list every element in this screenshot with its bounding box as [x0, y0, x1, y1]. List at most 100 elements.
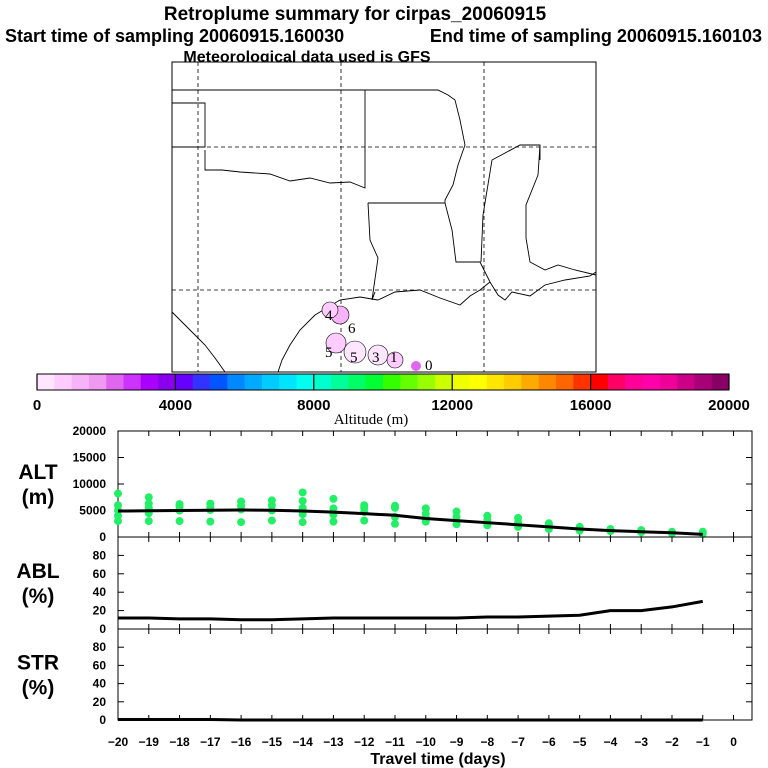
colorbar-segment — [54, 374, 73, 390]
altitude-point — [421, 504, 430, 513]
colorbar-segment — [573, 374, 592, 390]
colorbar-segment — [590, 374, 609, 390]
colorbar-segment — [694, 374, 713, 390]
figure-title: Retroplume summary for cirpas_20060915 — [164, 4, 547, 25]
colorbar-segment — [625, 374, 643, 390]
colorbar-segment — [261, 374, 280, 390]
y-tick-label: 40 — [93, 677, 107, 691]
colorbar-tick-label: 0 — [33, 397, 41, 414]
altitude-point — [298, 488, 307, 497]
x-tick-label: −20 — [108, 735, 129, 749]
plume-label: 5 — [350, 350, 358, 366]
colorbar-segment — [521, 374, 540, 390]
altitude-point — [452, 520, 461, 529]
altitude-point — [298, 496, 307, 505]
timeseries-panels: 20000150001000050000ALT(m)806040200ABL(%… — [16, 424, 753, 768]
colorbar-segment — [244, 374, 263, 390]
x-tick-label: −16 — [231, 735, 252, 749]
x-tick-label: −5 — [573, 735, 587, 749]
plume-markers: 4 6 5 5 3 1 0 — [321, 301, 433, 374]
plume-label: 4 — [325, 308, 333, 324]
y-tick-label: 20000 — [73, 424, 107, 438]
panel-frame — [117, 536, 753, 630]
x-tick-label: −3 — [634, 735, 648, 749]
altitude-point — [390, 501, 399, 510]
mean-altitude-line — [117, 508, 703, 536]
colorbar-segment — [659, 374, 678, 390]
x-axis-label: Travel time (days) — [370, 751, 505, 768]
colorbar-segment — [538, 374, 557, 390]
altitude-point — [360, 501, 369, 510]
y-tick-label: 20 — [93, 604, 107, 618]
x-tick-label: −10 — [416, 735, 437, 749]
y-axis-label: ALT — [18, 461, 57, 484]
colorbar-segment — [607, 374, 626, 390]
colorbar-segment — [417, 374, 436, 390]
altitude-point — [514, 513, 523, 522]
colorbar-segment — [279, 374, 297, 390]
colorbar-segment — [210, 374, 228, 390]
y-tick-label: 80 — [93, 548, 107, 562]
plume-label: 1 — [390, 350, 398, 366]
colorbar-segment — [642, 374, 661, 390]
y-tick-label: 80 — [93, 640, 107, 654]
colorbar-segment — [123, 374, 142, 390]
y-tick-label: 0 — [99, 530, 106, 544]
colorbar-segment — [71, 374, 90, 390]
y-tick-label: 0 — [99, 622, 106, 636]
altitude-point — [144, 493, 153, 502]
colorbar-segment — [677, 374, 695, 390]
colorbar-tick-label: 12000 — [431, 397, 473, 414]
colorbar-segment — [469, 374, 488, 390]
altitude-point — [114, 501, 122, 510]
y-axis-label: ABL — [16, 560, 59, 583]
colorbar-segment — [227, 374, 246, 390]
y-axis-label: (%) — [22, 677, 55, 700]
colorbar-segment — [158, 374, 176, 390]
altitude-point — [329, 494, 338, 503]
colorbar-segment — [434, 374, 453, 390]
plume-label: 3 — [372, 350, 380, 366]
y-tick-label: 0 — [99, 713, 106, 727]
altitude-point — [206, 499, 215, 508]
altitude-point — [360, 516, 369, 525]
altitude-point — [206, 517, 215, 526]
plume-label: 5 — [325, 345, 333, 361]
colorbar-segment — [383, 374, 401, 390]
altitude-point — [452, 507, 461, 516]
y-axis-label: (%) — [22, 585, 55, 608]
abl-line — [118, 599, 704, 622]
colorbar-tick-label: 16000 — [570, 397, 612, 414]
x-tick-label: −7 — [511, 735, 525, 749]
colorbar-segment — [140, 374, 159, 390]
x-tick-label: −14 — [292, 735, 313, 749]
y-tick-label: 20 — [93, 695, 107, 709]
y-tick-label: 5000 — [79, 504, 106, 518]
x-tick-label: −1 — [696, 735, 710, 749]
x-tick-label: 0 — [730, 735, 737, 749]
abl-panel: 80 60 40 20 0 ABL(%) — [16, 536, 753, 636]
y-tick-label: 40 — [93, 585, 107, 599]
altitude-point — [390, 519, 399, 528]
altitude-point — [329, 517, 338, 526]
colorbar-label: Altitude (m) — [334, 412, 409, 428]
altitude-point — [237, 518, 246, 527]
altitude-point — [544, 519, 553, 528]
altitude-point — [329, 504, 338, 513]
end-time-label: End time of sampling 20060915.160103 — [430, 26, 762, 46]
x-tick-label: −4 — [604, 735, 618, 749]
colorbar-segment — [400, 374, 419, 390]
colorbar-segment — [296, 374, 315, 390]
x-tick-label: −18 — [169, 735, 190, 749]
altitude-point — [175, 517, 184, 526]
x-tick-label: −13 — [323, 735, 344, 749]
altitude-point — [114, 489, 122, 498]
altitude-point — [267, 496, 276, 505]
y-axis-label: STR — [17, 652, 59, 675]
altitude-colorbar — [36, 373, 730, 391]
panel-frame — [117, 628, 753, 721]
colorbar-tick-label: 8000 — [297, 397, 330, 414]
x-tick-label: −17 — [200, 735, 221, 749]
